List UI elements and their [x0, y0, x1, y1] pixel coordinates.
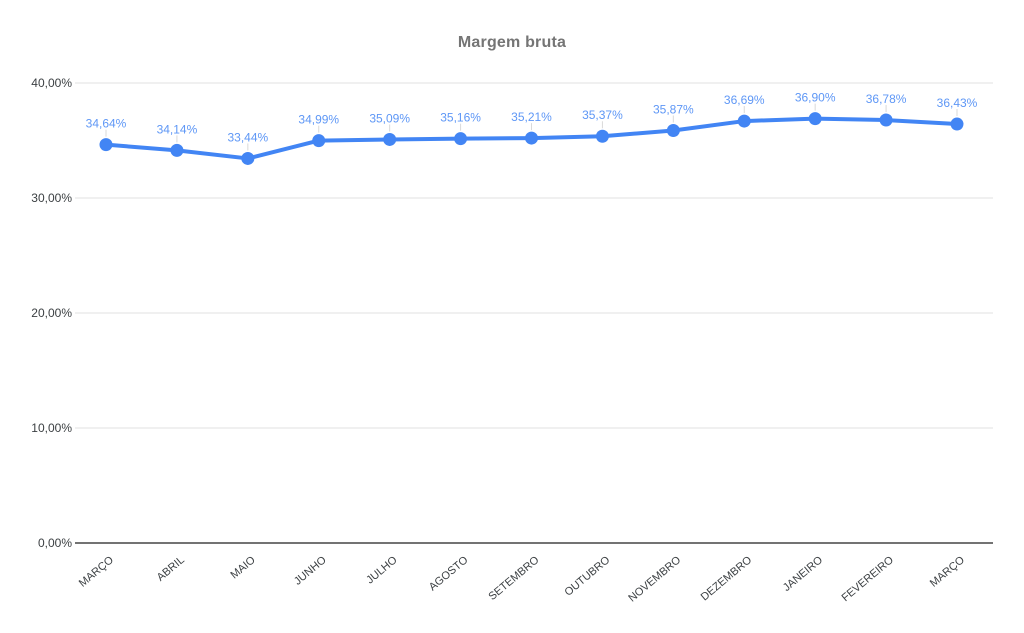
- data-point-label: 34,99%: [298, 113, 339, 127]
- x-axis-tick-label: JUNHO: [292, 554, 329, 588]
- y-axis-tick-label: 20,00%: [31, 306, 72, 320]
- x-axis-tick-label: FEVEREIRO: [840, 554, 897, 604]
- x-axis-tick-label: JANEIRO: [781, 554, 826, 594]
- data-point-label: 34,64%: [86, 117, 127, 131]
- y-axis-tick-label: 30,00%: [31, 191, 72, 205]
- data-point-marker: [525, 131, 538, 145]
- data-point-marker: [879, 113, 893, 127]
- data-point-marker: [241, 151, 255, 165]
- data-point-marker: [383, 132, 397, 146]
- data-point-marker: [808, 112, 822, 126]
- x-axis-tick-label: MAIO: [229, 554, 259, 582]
- data-point-marker: [170, 143, 184, 157]
- data-point-label: 36,90%: [795, 91, 836, 105]
- y-axis-tick-label: 40,00%: [31, 76, 72, 90]
- data-point-label: 35,16%: [440, 111, 481, 125]
- data-point-label: 33,44%: [227, 130, 268, 144]
- data-point-marker: [312, 134, 326, 148]
- x-axis-tick-label: JULHO: [364, 554, 400, 587]
- x-axis-tick-label: NOVEMBRO: [626, 554, 683, 605]
- data-point-label: 36,43%: [937, 96, 978, 110]
- data-point-marker: [595, 129, 609, 143]
- data-point-label: 35,37%: [582, 108, 623, 122]
- chart-title: Margem bruta: [457, 34, 567, 51]
- x-axis-tick-label: OUTUBRO: [562, 554, 612, 599]
- x-axis-tick-label: DEZEMBRO: [699, 554, 755, 604]
- x-axis-tick-label: SETEMBRO: [486, 554, 541, 603]
- x-axis-tick-label: MARÇO: [77, 554, 116, 590]
- data-point-label: 35,87%: [653, 102, 694, 116]
- data-point-marker: [950, 117, 964, 131]
- data-point-marker: [99, 138, 113, 152]
- x-axis-tick-label: ABRIL: [155, 554, 187, 584]
- x-axis-tick-label: AGOSTO: [427, 554, 471, 594]
- data-point-label: 36,69%: [724, 93, 765, 107]
- y-axis-tick-label: 10,00%: [31, 421, 72, 435]
- data-point-marker: [737, 114, 751, 128]
- data-point-label: 34,14%: [157, 122, 198, 136]
- data-point-label: 35,09%: [369, 111, 410, 125]
- data-point-label: 36,78%: [866, 92, 907, 106]
- data-point-marker: [454, 132, 468, 146]
- y-axis-tick-label: 0,00%: [38, 536, 72, 550]
- x-axis-tick-label: MARÇO: [928, 554, 967, 590]
- data-point-marker: [666, 123, 680, 137]
- data-point-label: 35,21%: [511, 110, 552, 124]
